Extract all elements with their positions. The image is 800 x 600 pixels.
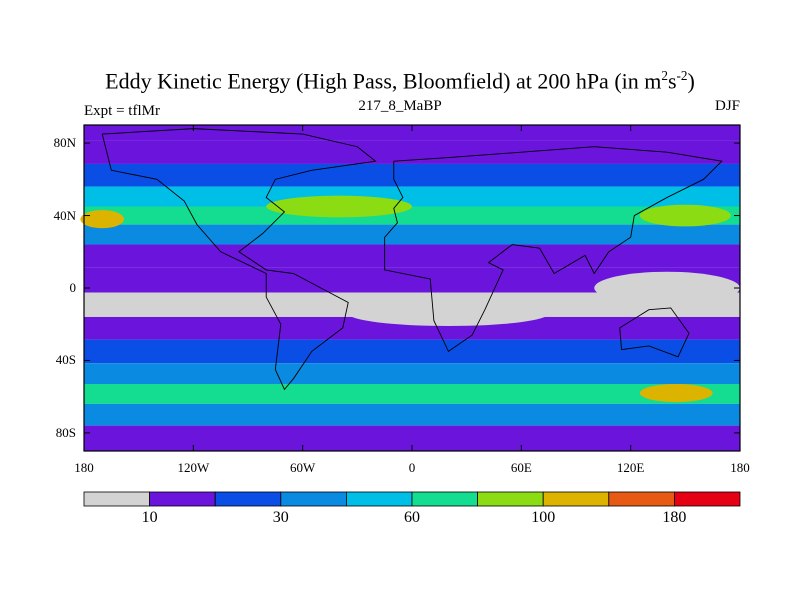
colorbar-tick-label: 100 (531, 509, 556, 526)
field-maximum (266, 195, 412, 218)
y-tick-label: 80N (53, 135, 76, 151)
x-tick-label: 180 (730, 460, 750, 475)
field-band (84, 383, 740, 404)
field-band (84, 206, 740, 225)
y-tick-label: 0 (69, 280, 77, 295)
x-tick-label: 60E (510, 460, 532, 475)
field-band (84, 244, 740, 268)
field-band (84, 403, 740, 426)
field-maximum (639, 204, 731, 227)
field-minimum (594, 271, 740, 305)
colorbar-box (411, 491, 478, 507)
field-band (84, 163, 740, 187)
colorbar-box (149, 491, 216, 507)
coastline-outline (101, 128, 723, 391)
chart-title: Eddy Kinetic Energy (High Pass, Bloomfie… (105, 68, 695, 94)
colorbar-tick-label: 10 (141, 509, 158, 526)
colorbar-box (477, 491, 544, 507)
field-minimum (348, 300, 549, 327)
field-band (84, 140, 740, 164)
x-tick-label: 120E (616, 460, 645, 475)
y-tick-label: 80S (55, 424, 76, 440)
colorbar-tick-label: 30 (272, 509, 289, 526)
x-tick-label: 0 (408, 460, 416, 475)
field-maximum (639, 383, 713, 403)
colorbar-box (674, 491, 741, 507)
axis-ticks (83, 125, 741, 451)
colorbar-box (608, 491, 675, 507)
colorbar-tick-label: 60 (404, 509, 420, 526)
x-tick-label: 180 (74, 460, 94, 475)
colorbar-box (214, 491, 282, 507)
contour-field (80, 125, 740, 451)
field-maximum (80, 210, 125, 229)
field-band (84, 339, 740, 364)
colorbar-box (280, 491, 347, 507)
x-tick-label: 60W (290, 460, 316, 475)
colorbar-tick-label: 180 (662, 509, 687, 526)
colorbar-box (83, 491, 150, 507)
season-label: DJF (714, 98, 740, 114)
field-band (84, 316, 740, 340)
coastline (101, 128, 377, 391)
field-band (84, 125, 740, 141)
field-band (84, 363, 740, 384)
coastline (384, 146, 723, 353)
y-tick-label: 40S (55, 352, 76, 368)
y-tick-label: 40N (53, 207, 76, 223)
colorbar-box (542, 491, 610, 507)
coastline (619, 307, 690, 358)
field-band (84, 186, 740, 207)
colorbar-box (345, 491, 413, 507)
field-band (84, 224, 740, 245)
x-tick-label: 120W (177, 460, 210, 475)
experiment-label: Expt = tflMr (84, 103, 160, 119)
chart-subtitle: 217_8_MaBP (358, 98, 442, 114)
